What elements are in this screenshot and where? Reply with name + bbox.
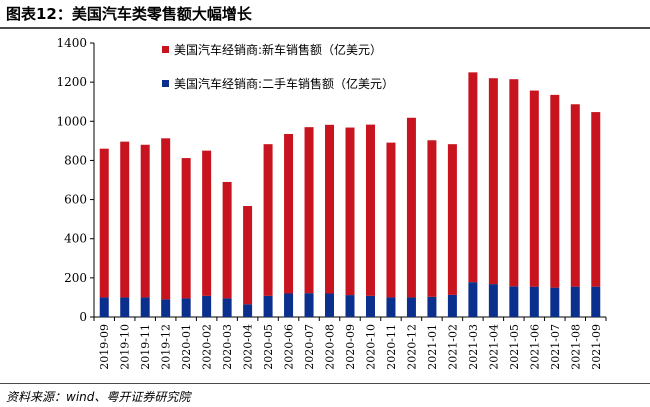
bar-used-car <box>263 295 273 317</box>
bar-new-car <box>550 94 560 288</box>
x-tick-label: 2021-02 <box>446 324 459 370</box>
bar-used-car <box>447 294 457 317</box>
x-tick-label: 2021-06 <box>528 324 541 370</box>
bar-new-car <box>591 112 601 287</box>
bar-new-car <box>345 127 355 296</box>
bar-new-car <box>468 72 478 283</box>
bar-new-car <box>161 138 171 300</box>
source-note: 资料来源：wind、粤开证券研究院 <box>6 390 191 404</box>
bar-used-car <box>509 286 519 317</box>
bar-used-car <box>386 297 396 317</box>
bar-new-car <box>304 127 314 294</box>
bar-new-car <box>284 134 294 294</box>
y-axis: 0 200 400 600 800 1000 1200 1400 <box>56 36 94 324</box>
x-tick-label: 2020-06 <box>283 324 296 370</box>
legend: 美国汽车经销商:新车销售额（亿美元） 美国汽车经销商:二手车销售额（亿美元） <box>162 42 394 91</box>
bar-used-car <box>488 284 498 317</box>
bar-used-car <box>222 298 232 317</box>
chart-title: 图表12：美国汽车类零售额大幅增长 <box>6 5 252 23</box>
y-tick-label: 0 <box>79 310 87 324</box>
bar-new-car <box>140 144 150 298</box>
y-tick-label: 600 <box>64 193 87 207</box>
bar-new-car <box>99 148 109 298</box>
x-tick-label: 2020-12 <box>405 324 418 370</box>
bar-new-car <box>447 144 457 295</box>
bar-new-car <box>325 124 335 294</box>
bar-used-car <box>427 296 437 317</box>
bar-new-car <box>243 206 253 305</box>
bar-used-car <box>345 295 355 317</box>
bar-new-car <box>570 104 580 287</box>
bar-new-car <box>509 79 519 287</box>
x-tick-label: 2020-11 <box>385 324 398 370</box>
bar-used-car <box>468 282 478 317</box>
x-tick-label: 2019-09 <box>98 324 111 370</box>
x-tick-label: 2021-07 <box>549 324 562 370</box>
bar-used-car <box>284 293 294 317</box>
bar-used-car <box>140 297 150 317</box>
bar-used-car <box>181 298 191 317</box>
y-tick-label: 1400 <box>56 36 87 50</box>
bar-new-car <box>181 158 191 299</box>
legend-label: 美国汽车经销商:二手车销售额（亿美元） <box>174 76 394 91</box>
bar-new-car <box>365 124 375 296</box>
bar-used-car <box>120 297 130 317</box>
title-divider <box>0 27 650 29</box>
x-tick-label: 2020-10 <box>364 324 377 370</box>
x-tick-label: 2021-05 <box>508 324 521 370</box>
bar-used-car <box>570 286 580 317</box>
bar-used-car <box>365 295 375 317</box>
x-tick-label: 2021-09 <box>590 324 603 370</box>
bar-used-car <box>202 295 212 317</box>
x-tick-label: 2019-10 <box>119 324 132 370</box>
bar-used-car <box>591 286 601 317</box>
x-tick-label: 2021-04 <box>487 324 500 370</box>
bar-new-car <box>427 140 437 297</box>
x-tick-label: 2020-01 <box>180 324 193 370</box>
x-tick-label: 2020-02 <box>201 324 214 370</box>
x-tick-label: 2020-07 <box>303 324 316 370</box>
legend-swatch <box>162 80 169 87</box>
y-tick-label: 400 <box>64 232 87 246</box>
x-tick-label: 2020-03 <box>221 324 234 370</box>
y-tick-label: 200 <box>64 271 87 285</box>
bar-new-car <box>406 117 416 298</box>
y-tick-label: 1200 <box>56 75 87 89</box>
legend-swatch <box>162 46 169 53</box>
x-tick-label: 2021-03 <box>467 324 480 370</box>
x-tick-label: 2019-11 <box>139 324 152 370</box>
bar-new-car <box>222 181 232 299</box>
x-tick-label: 2020-05 <box>262 324 275 370</box>
bar-new-car <box>488 78 498 285</box>
x-tick-label: 2021-01 <box>426 324 439 370</box>
bars <box>99 72 601 317</box>
bar-new-car <box>202 150 212 296</box>
x-axis: 2019-09 2019-10 2019-11 2019-12 2020-01 2020-… <box>93 317 607 370</box>
x-tick-label: 2019-12 <box>160 324 173 370</box>
bar-new-car <box>263 144 273 296</box>
bar-used-car <box>243 304 253 317</box>
bar-used-car <box>550 287 560 317</box>
y-tick-label: 1000 <box>56 114 87 128</box>
x-tick-label: 2020-04 <box>242 324 255 370</box>
bar-used-car <box>325 293 335 317</box>
bar-new-car <box>386 142 396 298</box>
x-tick-label: 2021-08 <box>569 324 582 370</box>
legend-label: 美国汽车经销商:新车销售额（亿美元） <box>174 42 382 57</box>
bar-used-car <box>529 286 539 317</box>
x-tick-label: 2020-09 <box>344 324 357 370</box>
footer-divider <box>0 383 650 384</box>
y-tick-label: 800 <box>64 153 87 167</box>
x-tick-label: 2020-08 <box>324 324 337 370</box>
bar-used-car <box>99 297 109 317</box>
bar-used-car <box>161 299 171 317</box>
bar-new-car <box>529 90 539 287</box>
bar-used-car <box>406 297 416 317</box>
bar-used-car <box>304 293 314 317</box>
bar-new-car <box>120 141 130 298</box>
